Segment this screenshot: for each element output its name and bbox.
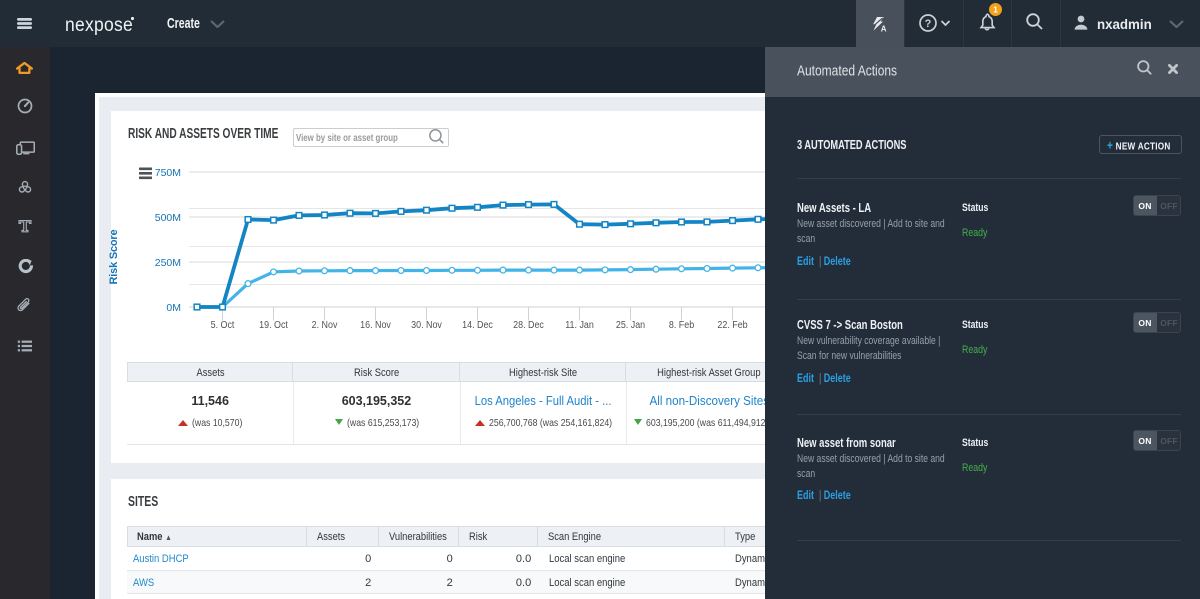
svg-text:22. Feb: 22. Feb [717,319,747,331]
svg-text:?: ? [925,18,932,30]
svg-text:750M: 750M [155,167,181,179]
svg-text:500M: 500M [155,212,181,224]
svg-text:8. Feb: 8. Feb [669,319,694,331]
svg-text:1: 1 [993,5,998,15]
svg-text:25. Jan: 25. Jan [616,319,645,331]
svg-text:28. Dec: 28. Dec [513,319,544,331]
svg-text:0M: 0M [166,302,181,314]
svg-text:5. Oct: 5. Oct [211,319,235,331]
svg-text:Risk Score: Risk Score [108,229,120,284]
svg-text:250M: 250M [155,257,181,269]
svg-text:A: A [881,24,887,32]
svg-text:19. Oct: 19. Oct [259,319,288,331]
svg-text:2. Nov: 2. Nov [312,319,338,331]
svg-text:30. Nov: 30. Nov [411,319,442,331]
svg-text:11. Jan: 11. Jan [565,319,594,331]
svg-text:16. Nov: 16. Nov [360,319,391,331]
svg-text:14. Dec: 14. Dec [462,319,493,331]
